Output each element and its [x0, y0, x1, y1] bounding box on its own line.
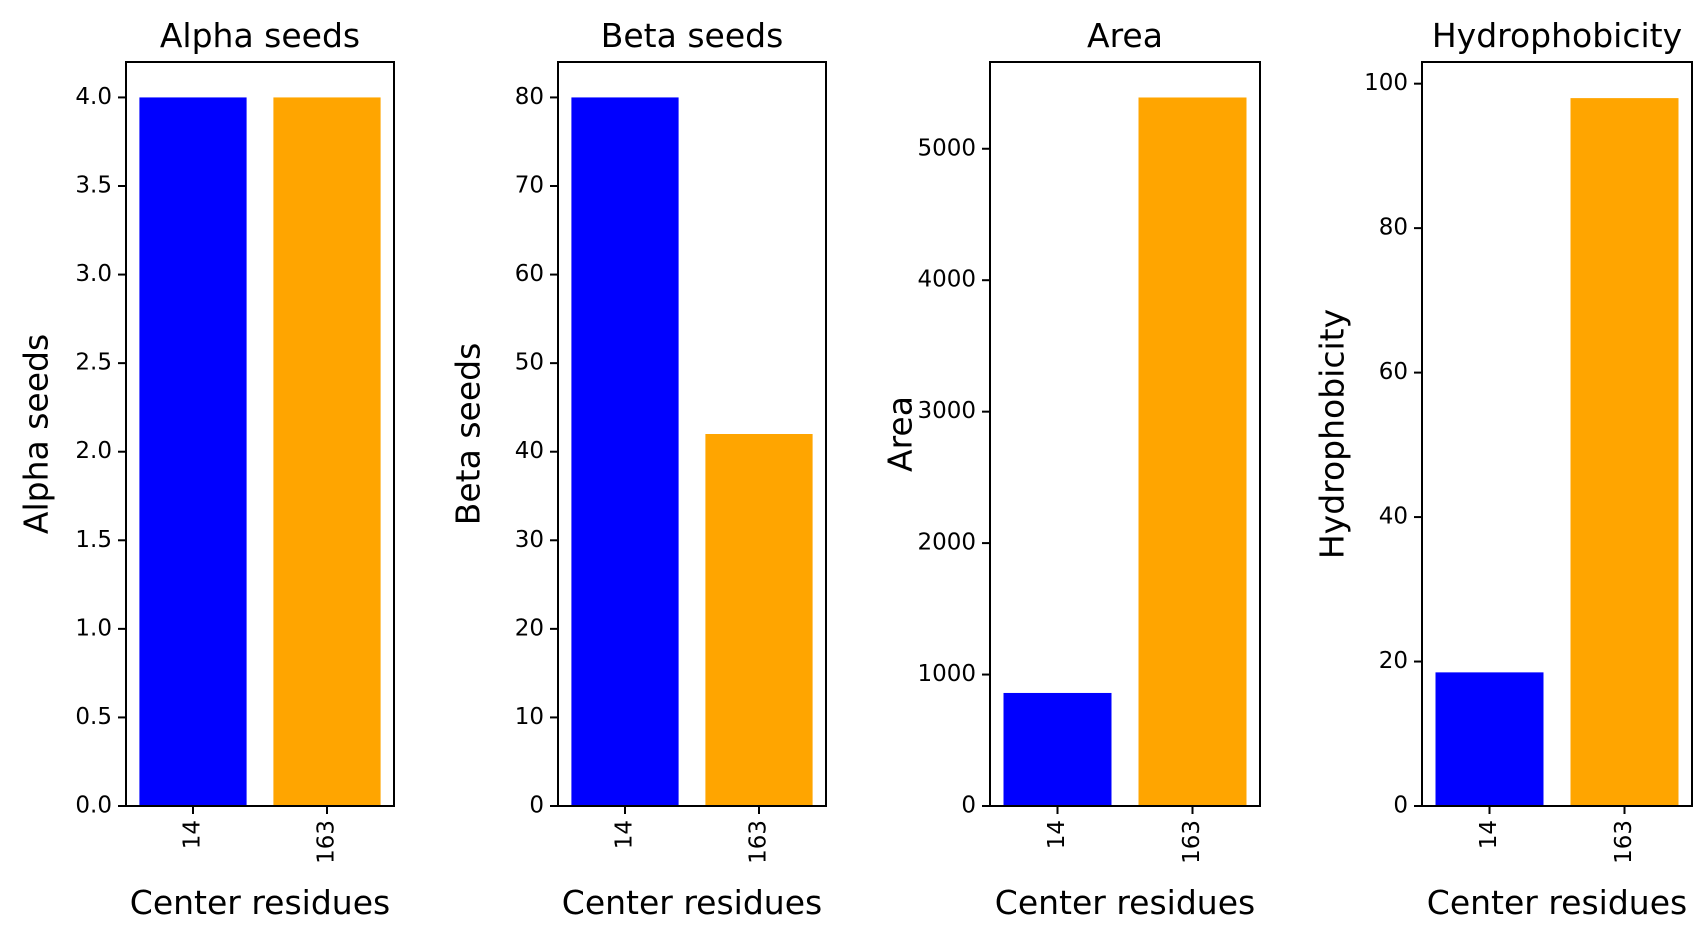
- x-tick-label: 163: [746, 820, 772, 864]
- x-axis-label: Center residues: [1427, 883, 1687, 922]
- bars-group: [1003, 97, 1247, 807]
- y-tick-label: 0.5: [75, 704, 112, 730]
- bar-163: [1570, 98, 1679, 806]
- panel-beta-seeds: Beta seeds Beta seeds Center residues 0 1…: [449, 16, 827, 922]
- bar-14: [139, 97, 247, 806]
- y-tick-label: 0: [529, 793, 544, 819]
- y-ticks-group: 0 20 40 60 80 100: [1364, 70, 1422, 819]
- y-tick-label: 3.0: [75, 261, 112, 287]
- y-tick-label: 0: [961, 793, 976, 819]
- x-ticks-group: 14 163: [612, 806, 772, 864]
- y-tick-label: 1000: [917, 661, 976, 687]
- y-tick-label: 60: [515, 261, 544, 287]
- y-axis-label: Hydrophobicity: [1313, 309, 1352, 559]
- y-tick-label: 0.0: [75, 793, 112, 819]
- y-ticks-group: 0 10 20 30 40 50 60 70 80: [515, 84, 558, 819]
- y-tick-label: 70: [515, 173, 544, 199]
- bar-163: [1138, 97, 1247, 807]
- y-tick-label: 80: [1379, 215, 1408, 241]
- panel-title: Hydrophobicity: [1432, 16, 1682, 55]
- x-tick-label: 14: [612, 820, 638, 849]
- y-tick-label: 20: [1379, 648, 1408, 674]
- bar-163: [273, 97, 381, 806]
- y-tick-label: 10: [515, 704, 544, 730]
- bars-group: [1435, 98, 1679, 806]
- y-tick-label: 2000: [917, 530, 976, 556]
- bar-14: [571, 97, 679, 806]
- x-tick-label: 14: [180, 820, 206, 849]
- x-tick-label: 14: [1044, 820, 1070, 849]
- panel-title: Area: [1087, 16, 1163, 55]
- bar-14: [1435, 672, 1544, 806]
- bars-group: [139, 97, 381, 806]
- y-tick-label: 80: [515, 84, 544, 110]
- y-tick-label: 100: [1364, 70, 1408, 96]
- x-axis-label: Center residues: [130, 883, 390, 922]
- y-tick-label: 5000: [917, 135, 976, 161]
- x-ticks-group: 14 163: [1476, 806, 1637, 864]
- x-tick-label: 163: [314, 820, 340, 864]
- x-tick-label: 163: [1611, 820, 1637, 864]
- panel-hydrophobicity: Hydrophobicity Hydrophobicity Center res…: [1313, 16, 1693, 922]
- axes-frame: [1421, 61, 1693, 807]
- y-tick-label: 50: [515, 350, 544, 376]
- y-axis-label: Alpha seeds: [17, 334, 56, 534]
- y-tick-label: 1.0: [75, 615, 112, 641]
- x-ticks-group: 14 163: [1044, 806, 1205, 864]
- panel-title: Beta seeds: [601, 16, 784, 55]
- y-tick-label: 2.5: [75, 350, 112, 376]
- x-tick-label: 163: [1179, 820, 1205, 864]
- y-tick-label: 40: [515, 438, 544, 464]
- panel-title: Alpha seeds: [160, 16, 360, 55]
- y-ticks-group: 0 1000 2000 3000 4000 5000: [917, 135, 990, 819]
- x-tick-label: 14: [1476, 820, 1502, 849]
- y-tick-label: 1.5: [75, 527, 112, 553]
- y-tick-label: 4000: [917, 267, 976, 293]
- y-tick-label: 20: [515, 615, 544, 641]
- y-tick-label: 30: [515, 527, 544, 553]
- y-tick-label: 2.0: [75, 438, 112, 464]
- bars-group: [571, 97, 813, 806]
- x-ticks-group: 14 163: [180, 806, 340, 864]
- y-tick-label: 60: [1379, 359, 1408, 385]
- axes-frame: [989, 61, 1261, 807]
- axes-frame: [557, 61, 827, 807]
- y-axis-label: Area: [881, 396, 920, 472]
- y-tick-label: 40: [1379, 504, 1408, 530]
- y-tick-label: 4.0: [75, 84, 112, 110]
- bar-163: [705, 434, 813, 806]
- y-tick-label: 3.5: [75, 173, 112, 199]
- bar-14: [1003, 692, 1112, 806]
- axes-frame: [125, 61, 395, 807]
- x-axis-label: Center residues: [995, 883, 1255, 922]
- panel-area: Area Area Center residues 0 1000 2000 3000 4…: [881, 16, 1261, 922]
- y-tick-label: 3000: [917, 398, 976, 424]
- y-ticks-group: 0.0 0.5 1.0 1.5 2.0 2.5 3.0 3.5 4.0: [75, 84, 126, 819]
- panel-alpha-seeds: Alpha seeds Alpha seeds Center residues …: [17, 16, 395, 922]
- y-axis-label: Beta seeds: [449, 343, 488, 526]
- x-axis-label: Center residues: [562, 883, 822, 922]
- y-tick-label: 0: [1393, 793, 1408, 819]
